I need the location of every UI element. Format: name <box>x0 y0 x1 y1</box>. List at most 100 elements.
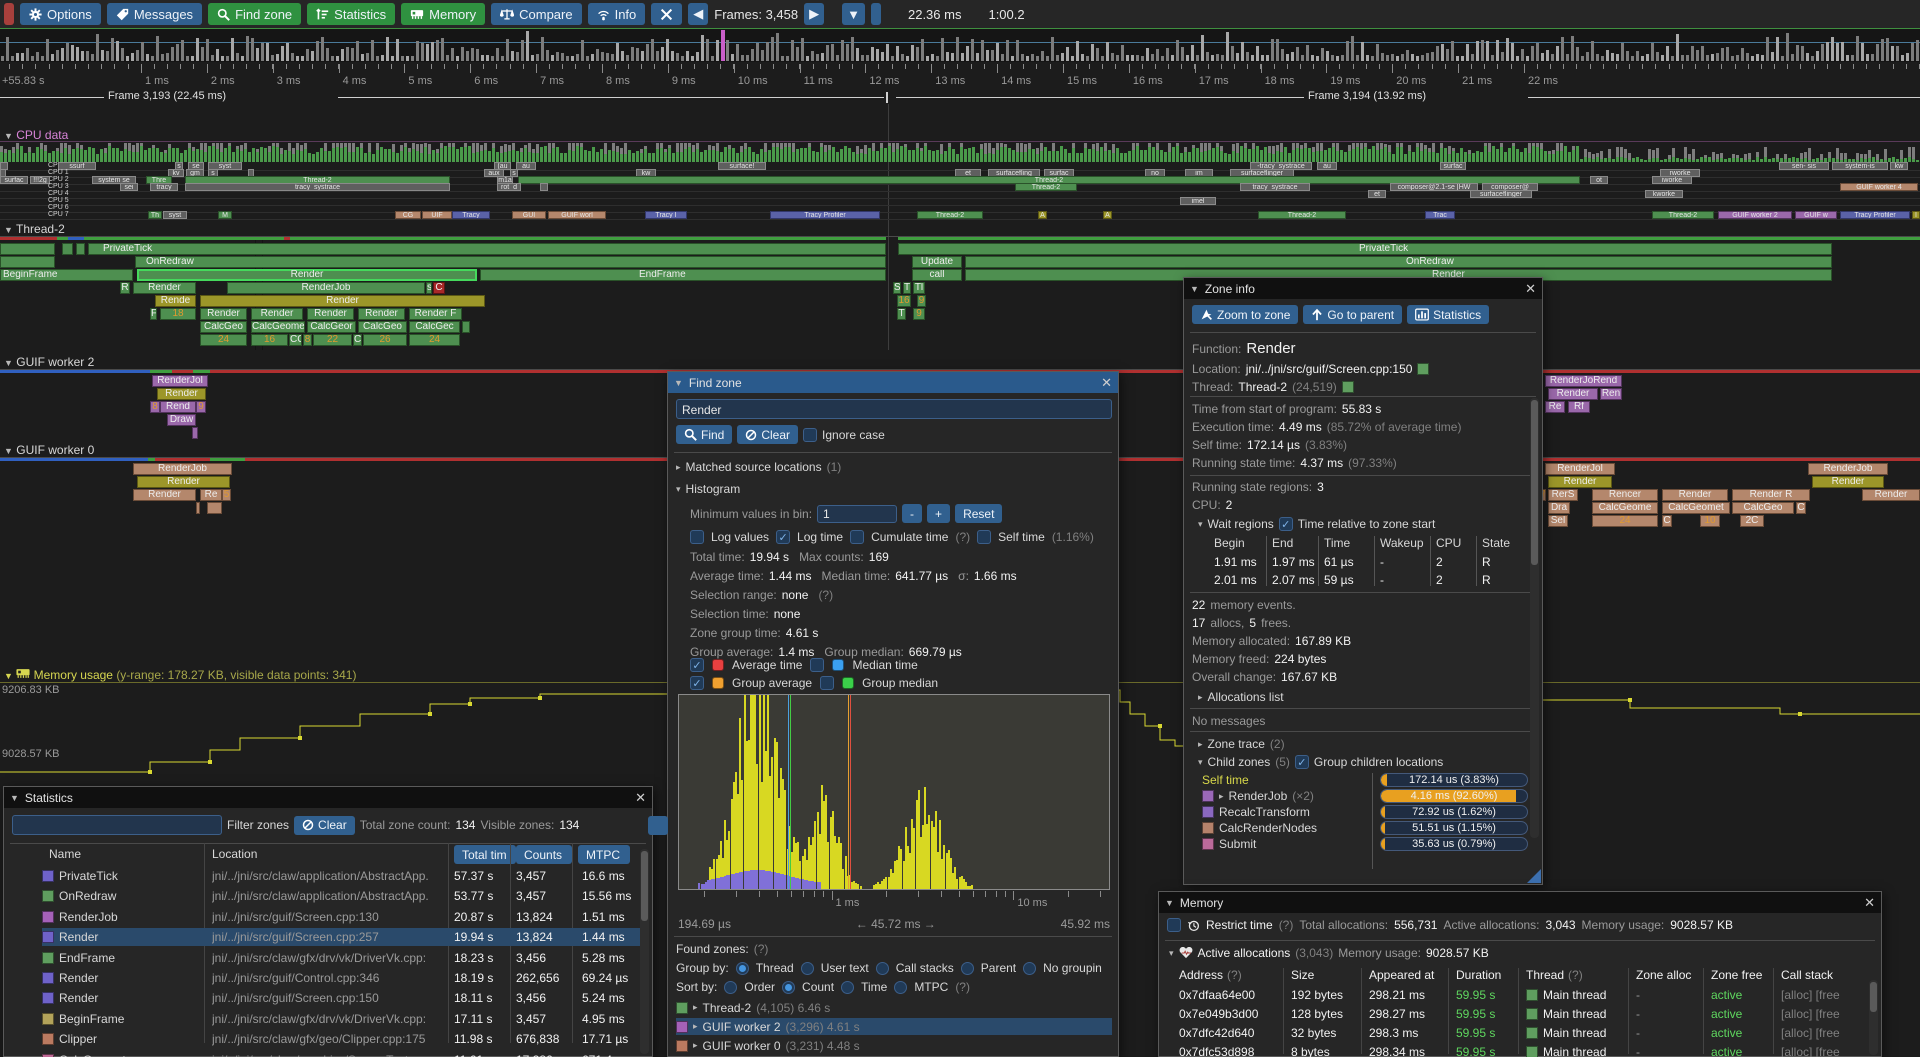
zone-bar[interactable]: CalcGeome <box>1592 502 1658 514</box>
cpu-zone[interactable]: !!!2g <box>30 176 50 184</box>
zone-bar[interactable]: RenderJob <box>227 282 425 294</box>
zone-bar[interactable]: Dra <box>1548 502 1570 514</box>
radio-order[interactable] <box>724 980 738 994</box>
memory-titlebar[interactable]: ▼ Memory ✕ <box>1159 892 1881 913</box>
frame-dropdown-button[interactable]: ▼ <box>842 3 865 25</box>
zone-bar[interactable]: Render <box>1662 489 1728 501</box>
cpu-zone[interactable]: UIF <box>422 211 452 219</box>
statistics-button[interactable]: Statistics <box>1407 305 1490 324</box>
zone-bar[interactable]: BeginFrame <box>0 269 133 281</box>
cpu-zone[interactable]: GUIF w <box>1795 211 1837 219</box>
zone-bar[interactable]: RenderJol <box>1545 463 1615 475</box>
info-button[interactable]: Info <box>587 3 646 25</box>
zone-bar[interactable]: Render <box>137 476 230 488</box>
cpu-zone[interactable]: syst <box>163 211 187 219</box>
group-children-checkbox[interactable]: ✓ <box>1294 755 1309 769</box>
cpu-zone[interactable]: system se <box>92 176 136 184</box>
zone-bar[interactable]: RenderJol <box>152 375 208 387</box>
zone-bar[interactable]: C <box>353 334 362 346</box>
checkbox-cumulate-time[interactable] <box>850 530 865 544</box>
zone-bar[interactable]: S <box>893 282 901 294</box>
cpu-zone[interactable]: sen- sis <box>1779 162 1829 170</box>
resize-grip[interactable] <box>1527 869 1541 883</box>
caret-right-icon[interactable]: ▸ <box>693 1021 698 1031</box>
zone-bar[interactable]: 8 <box>303 334 312 346</box>
zone-bar[interactable]: Render F <box>409 308 462 320</box>
cpu-zone[interactable]: ssurf <box>58 162 96 170</box>
cpu-zone[interactable]: Trac <box>1425 211 1455 219</box>
zone-bar[interactable]: OnRedraw <box>135 256 886 268</box>
cpu-zone[interactable]: surfac <box>1440 162 1466 170</box>
zone-bar[interactable]: T <box>897 308 906 320</box>
child-zone-row[interactable]: Submit 35.63 us (0.79%) <box>1202 837 1528 851</box>
cpu-zone[interactable]: s <box>510 169 518 177</box>
table-row[interactable]: CalcGeometryjni/../jni/src/claw/graphics… <box>42 1051 646 1057</box>
table-row[interactable]: OnRedraw jni/../jni/src/claw/application/… <box>42 887 646 905</box>
cpu-zone[interactable]: syst <box>208 162 242 170</box>
cpu-zone[interactable]: tracy_systrace <box>185 183 450 191</box>
cpu-zone[interactable]: iworke <box>1652 176 1692 184</box>
thread-section-header[interactable]: ▼ Thread-2 <box>4 222 65 236</box>
cpu-zone[interactable]: rot_d <box>497 183 521 191</box>
frame-overview-graph[interactable] <box>0 28 1920 62</box>
table-row[interactable]: Render jni/../jni/src/guif/Control.cpp:34… <box>42 969 646 987</box>
zone-bar[interactable]: 22 <box>313 334 352 346</box>
mem-col-header[interactable]: Zone free <box>1711 968 1762 982</box>
zone-bar[interactable]: Ren <box>1600 388 1622 400</box>
cpu-zone[interactable]: kworke <box>1645 190 1683 198</box>
mem-col-header[interactable]: Address (?) <box>1179 968 1242 982</box>
cpu-zone[interactable]: aux <box>484 169 504 177</box>
ignore-case-checkbox[interactable] <box>803 427 818 442</box>
cpu-zone[interactable]: CG <box>395 211 421 219</box>
cpu-zone[interactable]: composer@2.1-se [HW <box>1390 183 1478 191</box>
tools-button[interactable] <box>651 3 683 25</box>
search-input[interactable]: Render <box>676 399 1112 419</box>
zone-bar[interactable]: call <box>912 269 962 281</box>
table-row[interactable]: Clipper jni/../jni/src/claw/gfx/geo/Clipp… <box>42 1030 646 1048</box>
options-button[interactable]: Options <box>20 3 101 25</box>
zone-bar[interactable] <box>207 502 222 514</box>
caret-down-icon[interactable]: ▾ <box>1169 947 1174 958</box>
cpu-zone[interactable]: A <box>1103 211 1112 219</box>
zone-bar[interactable]: 5 <box>222 489 231 501</box>
goto-frame-button[interactable] <box>870 3 881 25</box>
zone-bar[interactable]: Render <box>157 388 206 400</box>
thread-section-header[interactable]: ▼ GUIF worker 0 <box>4 443 95 457</box>
close-icon[interactable]: ✕ <box>635 789 646 805</box>
caret-down-icon[interactable]: ▾ <box>1198 518 1203 529</box>
statistics-button[interactable]: Statistics <box>307 3 396 25</box>
zone-bar[interactable]: CC <box>289 334 302 346</box>
zone-bar[interactable]: Render <box>358 308 405 320</box>
cpu-zone[interactable]: ot <box>1590 176 1608 184</box>
table-row[interactable]: Render jni/../jni/src/guif/Screen.cpp:257… <box>42 928 646 947</box>
caret-down-icon[interactable]: ▾ <box>1198 756 1203 767</box>
table-row[interactable]: RenderJob jni/../jni/src/guif/Screen.cpp:… <box>42 908 646 926</box>
cpu-zone[interactable]: imel <box>1180 197 1216 205</box>
zone-bar[interactable] <box>76 243 85 255</box>
zone-bar[interactable]: 8 <box>150 401 160 413</box>
go-to-parent-button[interactable]: Go to parent <box>1303 305 1403 324</box>
prev-frame-button[interactable]: ◀ <box>688 3 709 25</box>
zone-bar[interactable]: Rende <box>155 295 196 307</box>
radio-user-text[interactable] <box>800 961 814 975</box>
child-zone-row[interactable]: ▸ RenderJob (×2) 4.16 ms (92.60%) <box>1202 789 1528 803</box>
zone-bar[interactable]: 18 <box>160 308 196 320</box>
cpu-zone[interactable]: Tracy I <box>645 211 687 219</box>
mem-col-header[interactable]: Size <box>1291 968 1314 982</box>
zone-bar[interactable]: Render <box>1548 388 1598 400</box>
collapse-caret-icon[interactable]: ▼ <box>1165 897 1174 908</box>
zone-bar[interactable]: Tl <box>913 282 925 294</box>
zone-bar[interactable]: Re <box>1545 401 1565 413</box>
cpu-zone[interactable]: kv <box>168 169 184 177</box>
checkbox-self-time[interactable] <box>977 530 992 544</box>
zone-bar[interactable] <box>62 243 73 255</box>
cpu-zone[interactable]: M <box>218 211 232 219</box>
caret-down-icon[interactable]: ▾ <box>676 483 681 494</box>
zone-bar[interactable]: RenderJoRend <box>1545 375 1622 387</box>
close-icon[interactable]: ✕ <box>1525 280 1536 296</box>
zone-bar[interactable]: 9 <box>913 308 925 320</box>
zone-bar[interactable]: PrivateTick <box>898 243 1832 255</box>
cpu-zone[interactable]: GUIF worker 2 <box>1718 211 1792 219</box>
cpu-zone[interactable]: Tracy <box>452 211 490 219</box>
decrease-button[interactable]: - <box>902 504 923 523</box>
